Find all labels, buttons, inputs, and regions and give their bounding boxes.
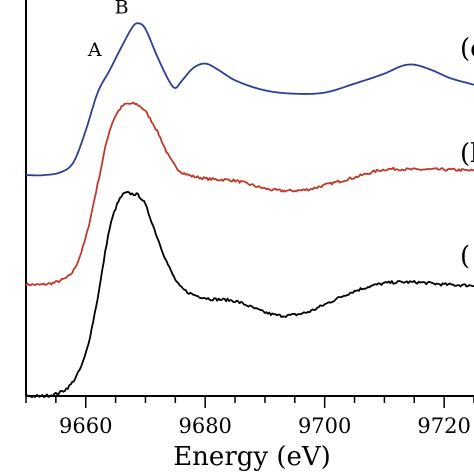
plot-series	[25, 22, 474, 399]
chart-labels: (c (b ( A B	[87, 0, 474, 271]
series-line-1	[25, 22, 474, 177]
x-tick-label: 9720	[417, 414, 470, 438]
series-line-2	[25, 101, 474, 287]
x-axis-title: Energy (eV)	[173, 442, 331, 472]
series-label-1: (c	[460, 34, 474, 64]
x-tick-label: 9680	[178, 414, 231, 438]
series-line-3	[25, 190, 474, 399]
x-axis-ticks: 9660 9680 9700 9720	[25, 396, 474, 438]
plot-frame	[25, 0, 474, 397]
series-label-3: (	[460, 241, 470, 271]
x-tick-label: 9700	[298, 414, 351, 438]
x-tick-label: 9660	[59, 414, 112, 438]
annotation-b: B	[115, 0, 129, 18]
annotation-a: A	[87, 39, 102, 61]
series-label-2: (b	[460, 139, 474, 169]
